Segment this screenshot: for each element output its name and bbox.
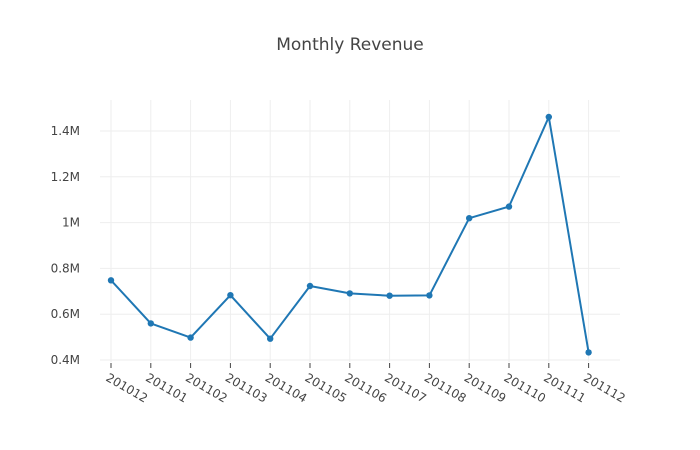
x-tick-label: 201108	[422, 370, 469, 405]
data-points	[107, 113, 592, 356]
y-tick-label: 1.4M	[51, 124, 80, 138]
x-tick-label: 201106	[342, 370, 389, 405]
data-point[interactable]	[346, 290, 353, 297]
x-axis-ticks: 2010122011012011022011032011042011052011…	[104, 363, 628, 406]
chart-title: Monthly Revenue	[276, 35, 424, 55]
x-tick-label: 201111	[541, 370, 588, 405]
data-point[interactable]	[386, 292, 393, 299]
x-tick-label: 201102	[183, 370, 230, 405]
data-point[interactable]	[306, 282, 314, 290]
x-tick-label: 201112	[581, 370, 628, 405]
y-tick-label: 0.8M	[51, 261, 80, 275]
data-point[interactable]	[545, 113, 552, 121]
data-point[interactable]	[426, 292, 433, 299]
data-point[interactable]	[107, 277, 115, 284]
data-point[interactable]	[505, 203, 513, 210]
y-tick-label: 1.2M	[51, 170, 80, 184]
y-gridlines	[100, 130, 620, 361]
data-point[interactable]	[466, 215, 473, 222]
x-gridlines	[110, 100, 590, 362]
y-tick-label: 0.6M	[51, 307, 80, 321]
y-tick-label: 1M	[62, 216, 80, 230]
y-axis-ticks: 0.4M 0.6M 0.8M 1M 1.2M 1.4M	[51, 124, 80, 367]
data-point[interactable]	[585, 349, 592, 356]
x-tick-label: 201101	[143, 370, 190, 405]
x-tick-label: 201104	[263, 370, 310, 405]
y-tick-label: 0.4M	[51, 353, 80, 367]
data-point[interactable]	[187, 334, 194, 341]
data-point[interactable]	[147, 320, 154, 327]
x-tick-label: 201012	[104, 370, 151, 405]
data-point[interactable]	[267, 335, 274, 342]
x-tick-label: 201110	[502, 370, 549, 405]
x-tick-label: 201109	[462, 370, 509, 405]
data-point[interactable]	[227, 292, 234, 299]
x-tick-label: 201107	[382, 370, 429, 405]
x-tick-label: 201103	[223, 370, 270, 405]
x-tick-label: 201105	[303, 370, 350, 405]
